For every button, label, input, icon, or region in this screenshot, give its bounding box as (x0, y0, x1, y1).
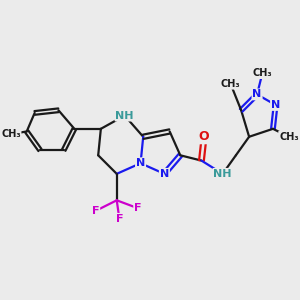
Text: CH₃: CH₃ (221, 79, 240, 89)
Text: CH₃: CH₃ (1, 129, 21, 139)
Text: NH: NH (116, 111, 134, 121)
Text: O: O (199, 130, 209, 143)
Text: N: N (252, 89, 262, 99)
Text: N: N (136, 158, 145, 168)
Text: N: N (271, 100, 280, 110)
Text: CH₃: CH₃ (253, 68, 272, 78)
Text: NH: NH (213, 169, 232, 179)
Text: F: F (134, 203, 142, 213)
Text: N: N (160, 169, 169, 179)
Text: F: F (92, 206, 99, 216)
Text: F: F (116, 214, 123, 224)
Text: CH₃: CH₃ (279, 132, 298, 142)
